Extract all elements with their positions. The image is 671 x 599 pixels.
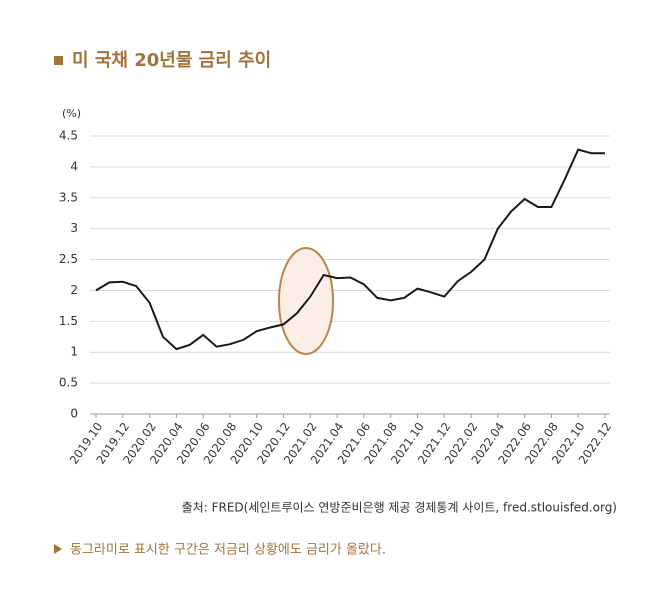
y-tick-label: 4 <box>70 159 78 173</box>
y-tick-label: 2 <box>70 283 78 297</box>
y-tick-label: 3 <box>70 221 78 235</box>
note-marker <box>54 544 62 554</box>
chart-title: 미 국채 20년물 금리 추이 <box>72 50 271 71</box>
y-tick-label: 2.5 <box>59 252 78 266</box>
y-tick-label: 0 <box>70 407 78 421</box>
source: 출처: FRED(세인트루이스 연방준비은행 제공 경제통계 사이트, fred… <box>182 500 617 515</box>
y-tick-label: 3.5 <box>59 190 78 204</box>
note: 동그라미로 표시한 구간은 저금리 상황에도 금리가 올랐다. <box>70 543 386 558</box>
y-tick-label: 0.5 <box>59 376 78 390</box>
y-unit: (%) <box>62 107 81 120</box>
title-marker <box>54 56 63 65</box>
line <box>95 148 605 351</box>
y-tick-label: 1.5 <box>59 314 78 328</box>
y-tick-label: 4.5 <box>59 129 78 143</box>
y-tick-label: 1 <box>70 345 78 359</box>
